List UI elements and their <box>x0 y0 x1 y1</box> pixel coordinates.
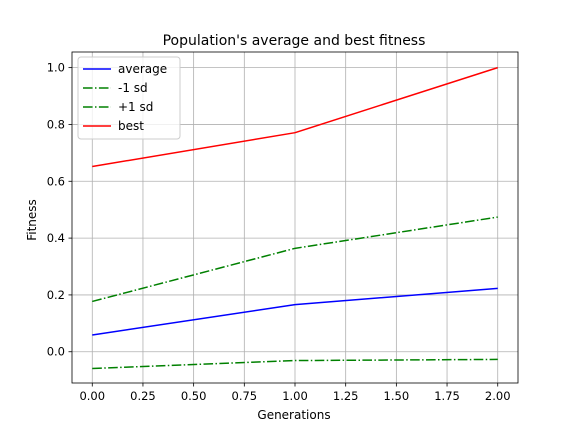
series-line-2 <box>92 216 498 303</box>
y-tick-label: 0.0 <box>47 345 65 359</box>
y-tick-label: 0.4 <box>47 231 65 245</box>
y-tick-label: 1.0 <box>47 61 65 75</box>
legend: average -1 sd +1 sd best <box>77 56 181 140</box>
x-tick-label: 1.25 <box>333 389 359 403</box>
y-axis-label: Fitness <box>25 199 39 241</box>
series-line-0 <box>92 287 498 336</box>
x-tick-label: 1.00 <box>282 389 308 403</box>
x-tick-label: 1.50 <box>384 389 410 403</box>
x-axis-label: Generations <box>257 408 330 422</box>
legend-label-3: best <box>118 119 144 133</box>
legend-label-1: -1 sd <box>118 81 148 95</box>
y-tick-label: 0.2 <box>47 288 65 302</box>
x-tick-label: 0.25 <box>130 389 156 403</box>
series-group <box>92 66 498 370</box>
x-tick-label: 1.75 <box>434 389 460 403</box>
y-tick-label: 0.8 <box>47 117 65 131</box>
series-line-1 <box>92 358 498 370</box>
legend-label-2: +1 sd <box>118 100 153 114</box>
legend-label-0: average <box>118 62 167 76</box>
x-tick-label: 0.00 <box>79 389 105 403</box>
chart-title: Population's average and best fitness <box>163 33 426 49</box>
series-line-3 <box>92 66 498 168</box>
legend-box <box>77 56 181 140</box>
x-tick-label: 0.50 <box>181 389 207 403</box>
x-tick-label: 2.00 <box>485 389 511 403</box>
x-tick-label: 0.75 <box>232 389 258 403</box>
grid-lines <box>72 52 518 383</box>
y-tick-label: 0.6 <box>47 174 65 188</box>
